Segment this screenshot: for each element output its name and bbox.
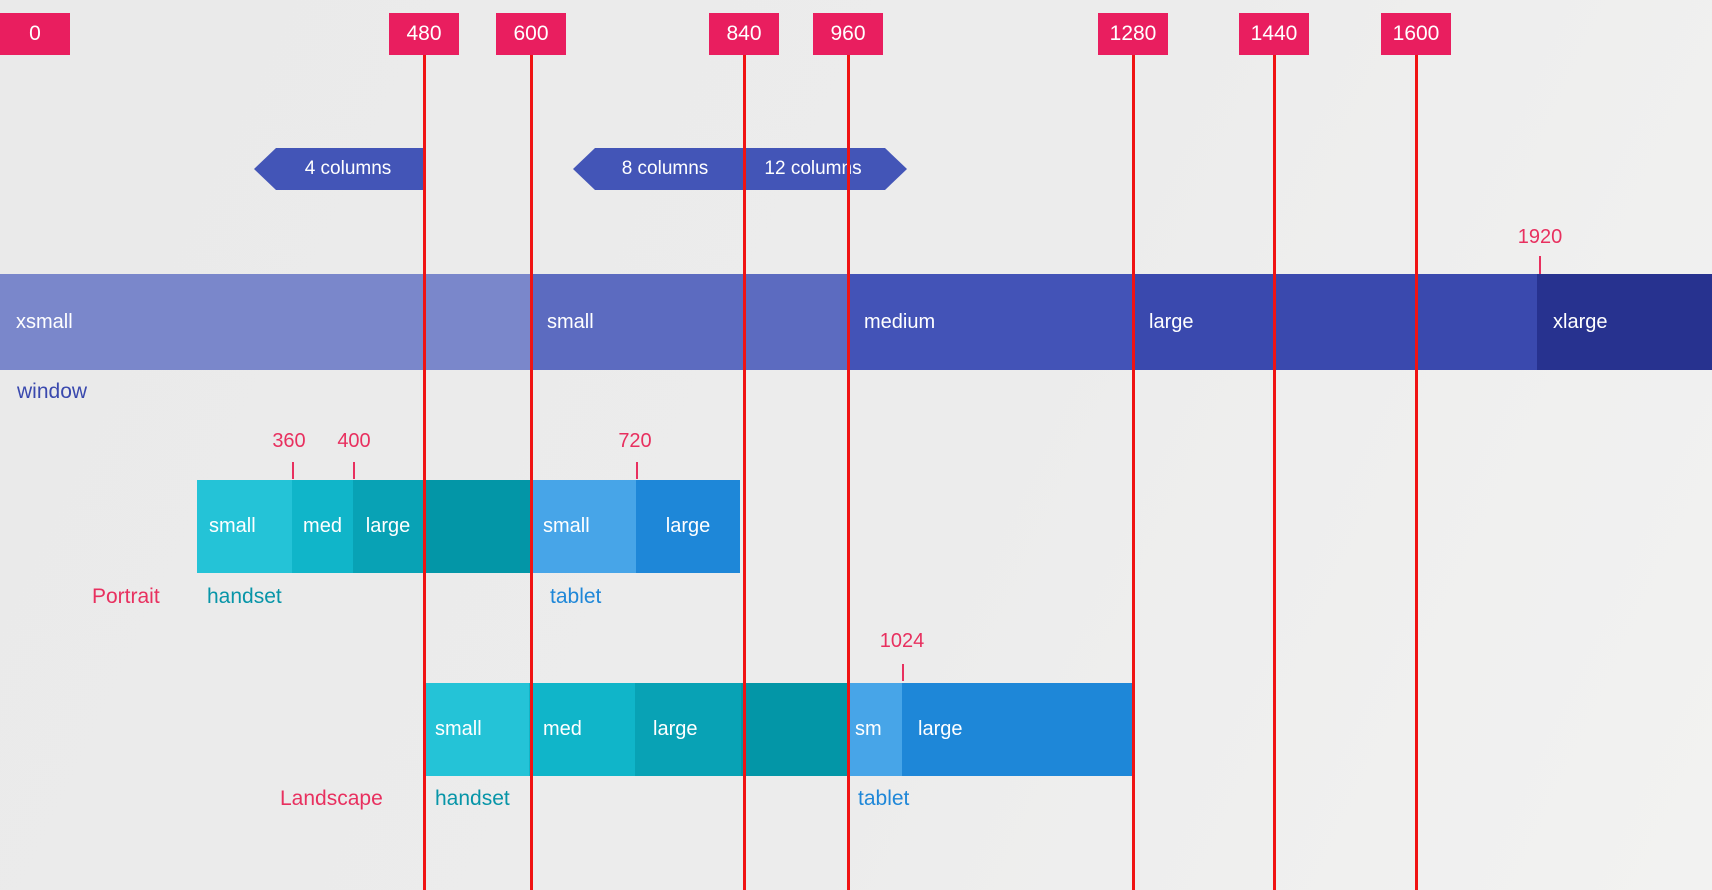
width-marker-360-label: 360	[272, 430, 306, 452]
max-width-marker-tick	[1539, 256, 1541, 274]
width-marker-400-tick	[353, 462, 355, 479]
landscape-handset-segment-extension	[741, 683, 847, 776]
landscape-handset-caption: handset	[435, 787, 510, 810]
window-segment-small: small	[531, 274, 848, 370]
device-segment-label: med	[543, 718, 582, 740]
columns-band-2: 8 columns 12 columns	[573, 148, 907, 190]
breakpoint-line-600	[529, 55, 533, 890]
device-segment-label: large	[665, 515, 711, 537]
portrait-tablet-segment-small: small	[531, 480, 636, 573]
breakpoint-line-1280	[1131, 55, 1135, 890]
device-segment-label: large	[365, 515, 411, 537]
device-segment-label: sm	[855, 718, 882, 740]
breakpoint-flag-960: 960	[813, 13, 883, 55]
width-marker-720-tick	[636, 462, 638, 479]
width-marker-400-label: 400	[337, 430, 371, 452]
landscape-handset-segment-small: small	[423, 683, 529, 776]
portrait-handset-segment-med: med	[292, 480, 353, 573]
breakpoint-line-1440	[1272, 55, 1276, 890]
max-width-marker-label: 1920	[1517, 226, 1563, 248]
portrait-handset-segment-large: large	[353, 480, 423, 573]
breakpoint-flag-1280: 1280	[1098, 13, 1168, 55]
device-segment-label: small	[543, 515, 590, 537]
device-segment-label: small	[209, 515, 256, 537]
window-segment-label: medium	[864, 310, 936, 333]
breakpoint-line-960	[846, 55, 850, 890]
landscape-tablet-caption: tablet	[858, 787, 910, 810]
landscape-tablet-segment-sm: sm	[847, 683, 902, 776]
portrait-tablet-caption: tablet	[550, 585, 602, 608]
width-marker-720-label: 720	[618, 430, 652, 452]
width-marker-1024-label: 1024	[879, 630, 925, 652]
portrait-handset-segment-small: small	[197, 480, 292, 573]
portrait-handset-caption: handset	[207, 585, 282, 608]
columns-band-1: 4 columns	[254, 148, 423, 190]
breakpoint-flag-840: 840	[709, 13, 779, 55]
columns-band-label: 12 columns	[764, 158, 862, 179]
window-segment-large: large	[1133, 274, 1537, 370]
device-segment-label: large	[918, 718, 963, 740]
breakpoint-flag-1600: 1600	[1381, 13, 1451, 55]
breakpoint-flag-600: 600	[496, 13, 566, 55]
columns-band-label: 8 columns	[621, 158, 709, 179]
breakpoint-line-480	[422, 55, 426, 890]
window-segment-xlarge: xlarge	[1537, 274, 1712, 370]
window-segment-xsmall: xsmall	[0, 274, 531, 370]
row-label-portrait: Portrait	[92, 585, 160, 608]
row-label-landscape: Landscape	[280, 787, 383, 810]
window-segment-label: xlarge	[1553, 310, 1608, 333]
width-marker-360-tick	[292, 462, 294, 479]
breakpoint-flag-480: 480	[389, 13, 459, 55]
device-segment-label: large	[653, 718, 698, 740]
portrait-tablet-segment-large: large	[636, 480, 740, 573]
breakpoint-flag-0: 0	[0, 13, 70, 55]
columns-band-label: 4 columns	[304, 158, 392, 179]
breakpoint-flag-1440: 1440	[1239, 13, 1309, 55]
breakpoint-line-1600	[1414, 55, 1418, 890]
device-segment-label: med	[303, 515, 342, 537]
device-segment-label: small	[435, 718, 482, 740]
portrait-handset-segment-extension	[423, 480, 531, 573]
landscape-handset-segment-med: med	[529, 683, 635, 776]
window-segment-medium: medium	[848, 274, 1133, 370]
breakpoint-line-840	[742, 55, 746, 890]
width-marker-1024-tick	[902, 664, 904, 681]
landscape-tablet-segment-large: large	[902, 683, 1133, 776]
landscape-handset-segment-large: large	[635, 683, 741, 776]
window-segment-label: small	[547, 310, 594, 333]
window-band-caption: window	[17, 380, 88, 403]
window-segment-label: large	[1149, 310, 1194, 333]
window-segment-label: xsmall	[16, 310, 73, 333]
